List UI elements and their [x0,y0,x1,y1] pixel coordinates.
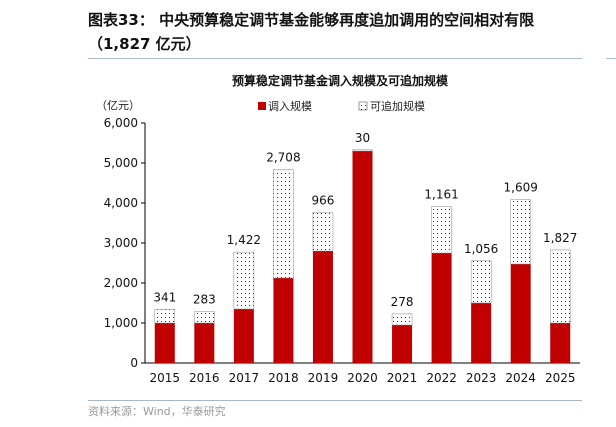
legend-label-base: 调入规模 [268,99,312,113]
legend-swatch-base [258,102,266,110]
y-tick-label: 6,000 [104,116,138,130]
bar-base-2023 [471,303,492,363]
x-tick-label: 2022 [426,371,457,385]
bar-extra-2023 [470,260,492,304]
x-tick-label: 2017 [229,371,260,385]
bar-base-2024 [510,264,531,363]
data-label-2021: 278 [391,295,414,309]
y-tick-label: 0 [130,356,138,370]
x-tick-label: 2021 [387,371,418,385]
bar-extra-2022 [431,206,452,254]
bar-extra-2020 [352,149,373,152]
data-label-2023: 1,056 [464,242,498,256]
bar-base-2020 [352,151,373,363]
bar-extra-2018 [273,169,294,279]
x-tick-label: 2016 [189,371,220,385]
bar-base-2018 [273,278,294,363]
bar-base-2021 [392,325,413,363]
y-axis-label: （亿元） [96,99,140,112]
data-label-2020: 30 [355,131,370,145]
x-tick-label: 2019 [308,371,339,385]
legend-swatch-extra [358,101,368,111]
data-label-2025: 1,827 [543,231,577,245]
top-rule [88,58,582,59]
bar-extra-2017 [233,251,255,310]
edge-rule [606,58,616,59]
x-tick-label: 2023 [466,371,497,385]
data-label-2024: 1,609 [504,181,538,195]
bar-extra-2025 [549,249,571,324]
bar-base-2019 [312,251,333,363]
legend-label-extra: 可追加规模 [370,99,425,113]
data-label-2017: 1,422 [227,233,261,247]
bar-base-2022 [431,253,452,363]
y-tick-label: 5,000 [104,156,138,170]
bar-base-2017 [233,309,254,363]
data-label-2022: 1,161 [424,188,458,202]
y-tick-label: 4,000 [104,196,138,210]
x-tick-label: 2024 [505,371,536,385]
bar-extra-2021 [391,313,413,326]
chart-title: 预算稳定调节基金调入规模及可追加规模 [232,73,449,88]
x-tick-label: 2025 [545,371,576,385]
y-tick-label: 2,000 [104,276,138,290]
x-tick-label: 2015 [149,371,180,385]
y-tick-label: 1,000 [104,316,138,330]
bar-extra-2019 [312,212,334,252]
data-label-2018: 2,708 [266,151,300,165]
bar-extra-2024 [510,199,531,265]
legend: 调入规模 可追加规模 [258,99,425,113]
bar-base-2016 [194,323,215,363]
x-tick-label: 2020 [347,371,378,385]
bar-extra-2016 [194,311,215,324]
bottom-rule [88,400,582,401]
bar-base-2015 [154,323,175,363]
y-tick-label: 3,000 [104,236,138,250]
figure-title: 图表33： 中央预算稳定调节基金能够再度追加调用的空间相对有限 （1,827 亿… [88,8,534,56]
x-tick-label: 2018 [268,371,299,385]
bar-base-2025 [550,323,571,363]
figure-title-line2: （1,827 亿元） [88,35,201,53]
source-note: 资料来源：Wind，华泰研究 [88,405,226,418]
data-label-2019: 966 [312,193,335,207]
bar-extra-2015 [154,309,176,324]
data-label-2016: 283 [193,293,216,307]
figure-title-line1: 图表33： 中央预算稳定调节基金能够再度追加调用的空间相对有限 [88,11,535,29]
data-label-2015: 341 [153,290,176,304]
